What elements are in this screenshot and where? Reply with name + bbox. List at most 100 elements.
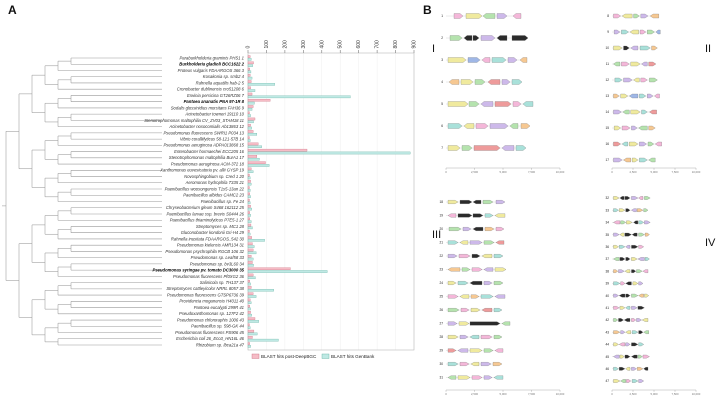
gene-arrow (626, 220, 633, 225)
cluster-number: 4 (441, 80, 443, 84)
quadrant-label: IV (705, 237, 716, 249)
gene-arrow (632, 330, 639, 334)
bar-post-deepbgc (247, 261, 253, 264)
gene-arrow (644, 220, 651, 225)
gene-arrow (636, 318, 642, 322)
cluster-number: 21 (439, 241, 443, 245)
gene-arrow (631, 245, 639, 249)
gene-arrow (619, 208, 626, 212)
gene-arrow (457, 348, 469, 353)
gene-arrow (472, 213, 484, 218)
cluster-number: 42 (605, 318, 609, 322)
gene-arrow (638, 125, 648, 131)
panel-b-label: B (423, 3, 432, 17)
taxon-label: Gluconobacter kondonii Gri-H4 29 (181, 230, 245, 235)
taxon-label: Proteus vulgaris FDAARGOS 366 3 (178, 68, 245, 73)
gene-arrow (475, 123, 489, 129)
gene-arrow (620, 220, 626, 225)
gene-arrow (447, 348, 457, 353)
taxon-label: Acinetobacter towneri 19110 10 (184, 112, 244, 117)
bar-post-deepbgc (247, 67, 250, 71)
gene-arrow (447, 240, 459, 245)
taxon-label: Paenibacillus sp. 598-GK 44 (191, 324, 245, 329)
bar-post-deepbgc (247, 273, 254, 277)
gene-arrow (448, 227, 462, 231)
gene-arrow (631, 306, 638, 310)
gene-arrow (655, 29, 661, 35)
taxon-label: Paenibacillus larvae ssp. brevis S0444 2… (166, 211, 244, 216)
gene-arrow (631, 354, 638, 359)
cluster-number: 46 (605, 367, 609, 371)
gene-arrow (447, 321, 458, 326)
taxon-labels: Paraburkholderia graminis PHS1 1 Burkhold… (144, 55, 244, 347)
cluster-number: 9 (607, 30, 609, 34)
cluster-number: 12 (605, 78, 609, 82)
gene-arrow (493, 308, 503, 312)
gene-arrow (637, 306, 645, 310)
ruler-tick-label: 10,000 (556, 170, 565, 174)
gene-arrow (447, 375, 457, 380)
gene-arrow (460, 308, 470, 312)
gene-arrow (623, 77, 633, 83)
bar-genbank (247, 332, 258, 336)
gene-arrow (481, 57, 491, 63)
ruler-tick-label: 5,000 (500, 170, 507, 174)
gene-arrow (471, 254, 481, 258)
gene-arrow (633, 220, 639, 225)
gene-arrow (493, 254, 504, 258)
taxon-label: Pseudomonas chlororaphis 1006 43 (177, 317, 245, 322)
cluster-number: 36 (605, 245, 609, 249)
gene-arrow (630, 61, 641, 67)
gene-arrow (641, 318, 649, 322)
gene-arrow (613, 196, 620, 200)
gene-arrow (614, 29, 621, 35)
gene-arrow (625, 208, 631, 212)
gene-arrow (629, 29, 639, 35)
cluster-number: 31 (439, 376, 443, 380)
taxon-label: Vibrio coralliilyticus 58-121-57B 14 (180, 137, 245, 142)
ruler-tick-label: 2,500 (630, 392, 637, 396)
bar-post-deepbgc (247, 80, 252, 83)
bar-post-deepbgc (247, 329, 255, 333)
taxon-label: Pseudomonas fluorescens Pf0XG2 36 (173, 274, 245, 279)
gene-arrow (623, 157, 631, 163)
bar-post-deepbgc (247, 180, 251, 183)
gene-arrow (629, 141, 639, 147)
gene-arrow (631, 269, 636, 273)
phylo-tree (2, 57, 162, 346)
gene-arrow (648, 125, 656, 131)
gene-arrow (637, 208, 644, 212)
bar-genbank (247, 320, 259, 323)
gene-arrow (638, 379, 644, 383)
taxon-label: Pseudomonas sp. bv3L60 34 (190, 261, 245, 266)
taxon-label: Burkholderia gladioli BCC1622 2 (179, 62, 244, 67)
gene-arrow (632, 157, 639, 163)
bar-post-deepbgc (247, 61, 254, 65)
gene-arrow (469, 240, 483, 245)
cluster-number: 28 (439, 335, 443, 339)
cluster-number: 15 (605, 126, 609, 130)
gene-arrow (522, 101, 534, 107)
bar-post-deepbgc (247, 205, 251, 208)
gene-arrow (492, 362, 503, 366)
gene-arrow (625, 342, 631, 347)
bar-post-deepbgc (247, 142, 259, 146)
gene-arrow (631, 342, 639, 347)
ruler-tick-label: 0 (611, 170, 613, 174)
cluster-number: 5 (441, 102, 443, 106)
bar-post-deepbgc (247, 123, 251, 127)
gene-arrow (494, 348, 504, 353)
gene-arrow (520, 123, 531, 129)
gene-arrow (625, 367, 631, 371)
bar-series (247, 55, 411, 348)
gene-arrow (453, 13, 464, 19)
gene-arrow (495, 227, 505, 231)
taxon-label: Paenibacillus woosongensis T1s5-13an 22 (165, 186, 245, 191)
taxon-label: Novosphingobium sp. Cred 1 20 (184, 174, 244, 179)
legend-label: BLAST hits post-DeepBGC (261, 354, 317, 359)
taxon-label: Paenibacillus sp. Fe 24 (201, 199, 245, 204)
gene-arrow (624, 196, 631, 200)
bar-genbank (247, 251, 257, 255)
chart-frame (247, 52, 415, 351)
gene-arrow (620, 281, 626, 286)
